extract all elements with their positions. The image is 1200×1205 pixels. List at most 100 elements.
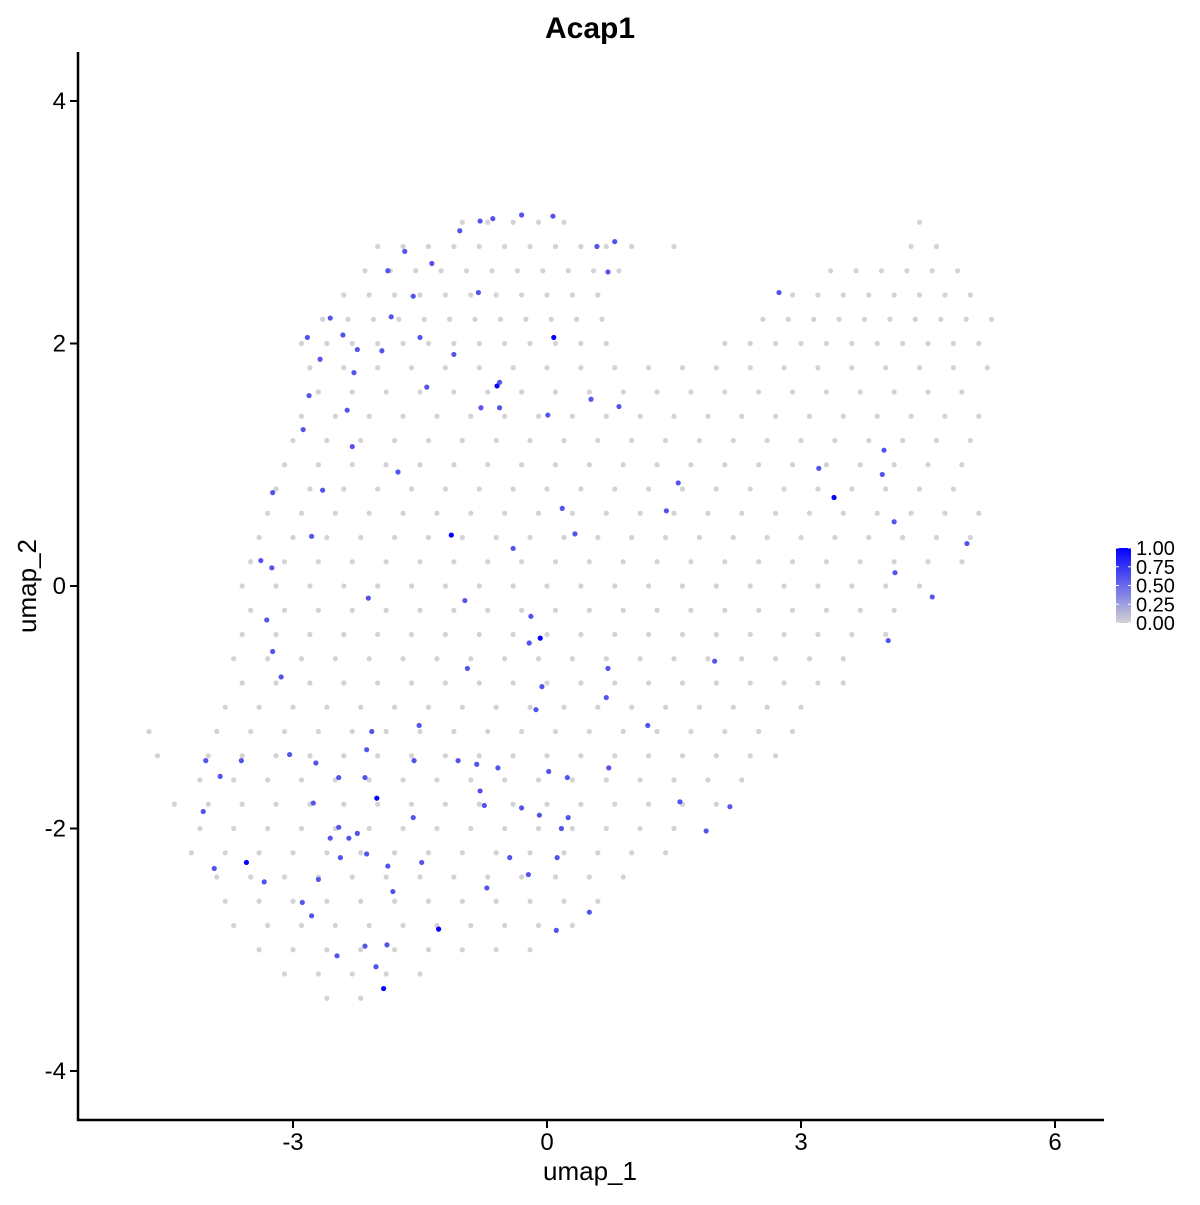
expressed-cell-point — [374, 795, 380, 801]
cell-point — [781, 583, 787, 589]
expressed-cell-point — [390, 888, 396, 895]
expressed-cell-point — [410, 814, 416, 821]
cell-point — [840, 413, 846, 419]
cell-point — [197, 825, 203, 832]
expressed-cell-point — [518, 805, 525, 811]
expressed-cell-point — [879, 471, 885, 478]
cell-point — [925, 559, 931, 565]
expressed-cell-point — [411, 758, 417, 764]
cell-point — [662, 704, 669, 710]
cell-point — [349, 874, 355, 880]
cell-point — [713, 631, 719, 638]
cell-point — [891, 292, 897, 298]
cell-point — [476, 486, 482, 492]
cell-point — [375, 801, 381, 807]
y-tick-label: 0 — [53, 573, 66, 600]
cell-point — [366, 825, 372, 832]
cell-point — [146, 728, 152, 735]
cell-point — [535, 922, 542, 929]
cell-point — [603, 777, 609, 783]
cell-point — [188, 850, 194, 856]
cell-point — [476, 365, 482, 371]
cell-point — [451, 874, 457, 880]
cell-point — [620, 462, 626, 468]
cell-point — [307, 680, 313, 686]
cell-point — [747, 680, 753, 686]
cell-point — [806, 656, 813, 662]
cell-point — [502, 243, 508, 250]
cell-point — [358, 898, 364, 904]
expressed-cell-point — [448, 532, 454, 538]
cell-point — [341, 583, 347, 589]
cell-point — [646, 680, 652, 686]
expressed-cell-point — [703, 828, 709, 834]
cell-point — [955, 268, 961, 274]
cell-point — [637, 777, 643, 783]
expressed-cell-point — [269, 565, 275, 571]
cell-point — [290, 850, 296, 856]
cell-point — [391, 947, 398, 953]
expressed-cell-point — [554, 855, 560, 861]
cell-point — [773, 413, 779, 419]
cell-point — [222, 704, 228, 710]
cell-point — [400, 510, 406, 516]
cell-point — [730, 437, 736, 444]
cell-point — [358, 704, 364, 710]
cell-point — [400, 413, 406, 419]
cell-point — [552, 559, 559, 565]
cell-point — [552, 607, 559, 613]
cell-point — [391, 850, 398, 856]
cell-point — [518, 559, 525, 565]
cell-point — [612, 680, 618, 686]
cell-point — [493, 704, 499, 710]
expressed-cell-point — [603, 694, 609, 701]
cell-point — [417, 874, 423, 880]
cell-point — [773, 510, 779, 516]
cell-point — [476, 753, 482, 759]
cell-point — [493, 292, 499, 298]
cell-point — [705, 656, 711, 662]
cell-point — [463, 268, 470, 274]
cell-point — [502, 656, 508, 662]
cell-point — [264, 777, 271, 783]
expressed-cell-point — [539, 684, 545, 690]
cell-point — [366, 922, 372, 929]
cell-point — [629, 243, 635, 250]
cell-point — [248, 728, 254, 735]
expressed-cell-point — [605, 269, 611, 275]
expressed-cell-point — [451, 351, 457, 358]
cell-point — [764, 704, 770, 710]
cell-point — [366, 510, 372, 516]
cell-point — [485, 219, 491, 225]
cell-point — [646, 583, 652, 589]
cell-point — [256, 704, 262, 710]
cell-point — [493, 947, 499, 953]
expressed-cell-point — [211, 865, 217, 872]
cell-point — [654, 462, 660, 468]
cell-point — [789, 728, 796, 735]
cell-point — [811, 316, 817, 322]
cell-point — [679, 486, 686, 492]
cell-point — [612, 631, 618, 638]
cell-point — [747, 365, 753, 371]
expressed-cell-point — [606, 765, 612, 771]
cell-point — [231, 922, 237, 929]
cell-point — [459, 534, 465, 541]
cell-point — [527, 704, 533, 710]
expressed-cell-point — [349, 443, 355, 450]
expressed-cell-point — [474, 761, 480, 767]
cell-point — [916, 365, 923, 371]
cell-point — [857, 607, 863, 613]
cell-point — [383, 728, 389, 735]
cell-point — [789, 559, 796, 565]
cell-point — [688, 389, 694, 395]
cell-point — [561, 898, 567, 904]
cell-point — [307, 365, 313, 371]
cell-point — [578, 583, 584, 589]
expressed-cell-point — [929, 594, 935, 600]
cell-point — [679, 753, 686, 759]
cell-point — [383, 462, 389, 468]
expressed-cell-point — [645, 722, 651, 729]
cell-point — [358, 850, 364, 856]
expressed-cell-point — [310, 800, 316, 806]
